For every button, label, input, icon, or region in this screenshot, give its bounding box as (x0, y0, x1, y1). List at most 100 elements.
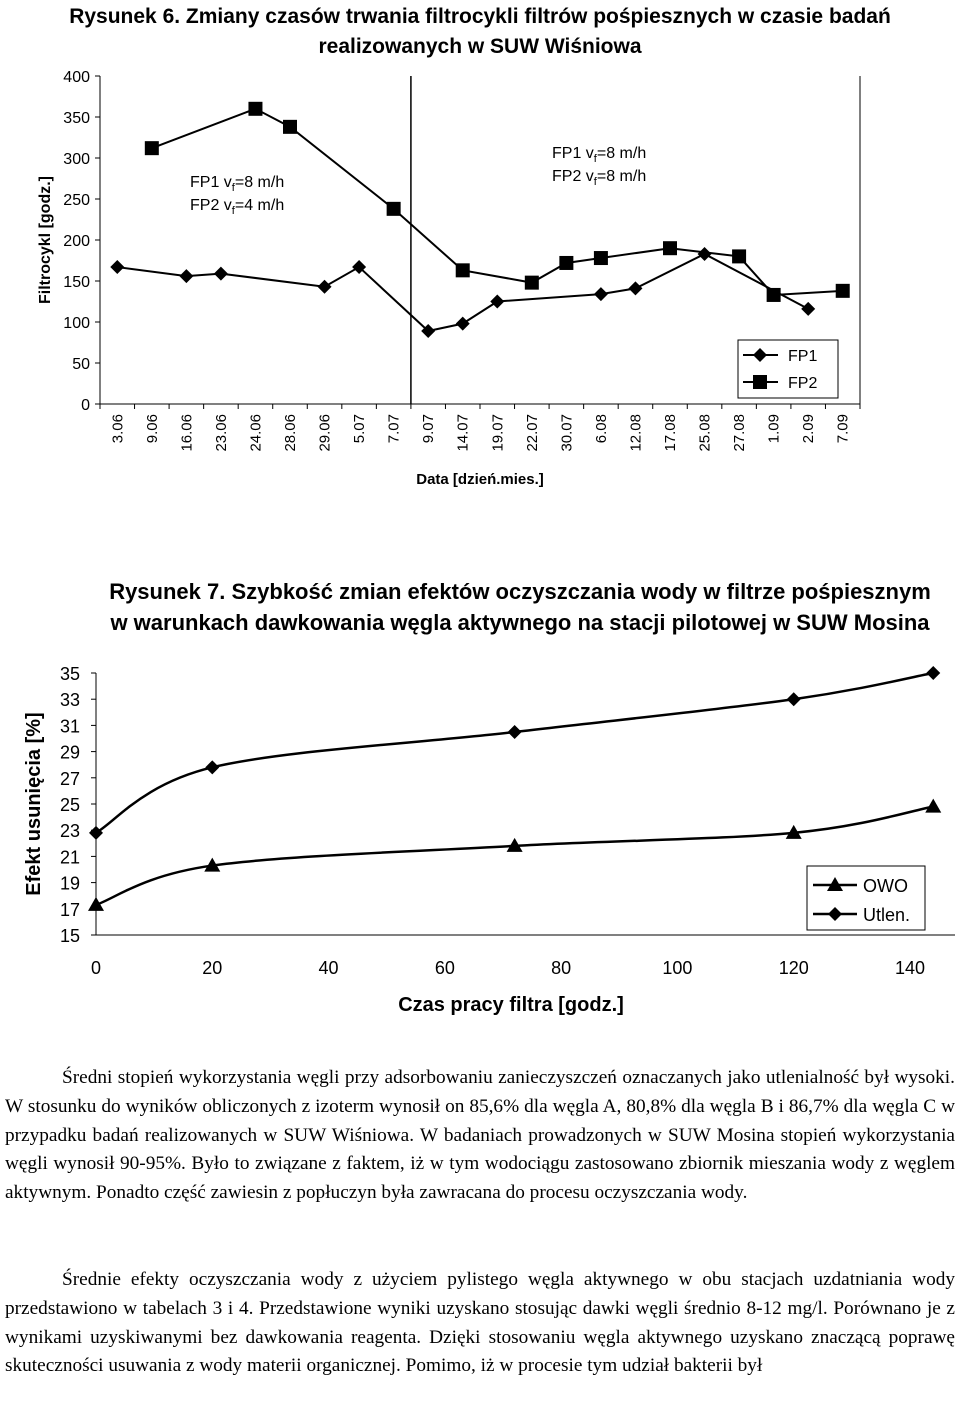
annotation-right-line2: FP2 vf=8 m/h (552, 168, 646, 188)
x-tick-label: 120 (779, 958, 809, 978)
y-tick-label: 27 (60, 769, 80, 789)
x-tick-label: 100 (662, 958, 692, 978)
y-tick-label: 31 (60, 716, 80, 736)
legend-marker-utlen (828, 907, 842, 921)
annotation-left-line1: FP1 vf=8 m/h (190, 174, 284, 194)
y-tick-label: 300 (63, 151, 90, 168)
x-tick-label: 7.07 (386, 414, 403, 443)
x-tick-label: 0 (91, 958, 101, 978)
legend-marker-fp2 (753, 375, 767, 389)
x-tick-label: 30.07 (558, 414, 575, 452)
chart-filter-cycles: 0 50 100 150 200 250 300 350 400 3.06 9.06 16.06 23.… (37, 69, 861, 488)
annotation-left-line2: FP2 vf=4 m/h (190, 197, 284, 217)
data-point-utlen (926, 666, 941, 680)
y-tick-label: 200 (63, 233, 90, 250)
x-tick-label: 14.07 (455, 414, 472, 452)
y-tick-label: 19 (60, 874, 80, 894)
x-tick-label: 27.08 (731, 414, 748, 452)
data-point-fp1 (455, 316, 470, 331)
x-axis-title: Data [dzień.mies.] (416, 471, 544, 488)
x-tick-label: 1.09 (766, 414, 783, 443)
figure-7-title: Rysunek 7. Szybkość zmian efektów oczysz… (109, 579, 931, 635)
x-tick-label: 6.08 (593, 414, 610, 443)
x-tick-label: 29.06 (317, 414, 334, 452)
legend-label-fp2: FP2 (788, 375, 817, 392)
legend-box (806, 865, 926, 931)
data-point-fp1 (697, 246, 712, 261)
data-point-fp2 (386, 201, 401, 216)
data-point-utlen (507, 724, 522, 739)
data-point-utlen (205, 760, 220, 775)
y-tick-label: 25 (60, 795, 80, 815)
x-tick-label: 60 (435, 958, 455, 978)
annotation-right-line1: FP1 vf=8 m/h (552, 145, 646, 165)
data-point-fp1 (801, 301, 816, 316)
data-point-fp2 (559, 255, 574, 270)
data-point-owo (88, 896, 104, 911)
legend-label-owo: OWO (863, 876, 908, 896)
y-tick-label: 21 (60, 847, 80, 867)
x-tick-label: 80 (551, 958, 571, 978)
paragraph-1: Średni stopień wykorzystania węgli przy … (5, 1067, 955, 1204)
data-point-fp1 (317, 279, 332, 294)
data-point-fp1 (593, 287, 608, 302)
y-tick-label: 33 (60, 690, 80, 710)
x-tick-label: 140 (895, 958, 925, 978)
data-point-fp2 (144, 141, 159, 156)
x-tick-label: 28.06 (282, 414, 299, 452)
paragraph-2: Średnie efekty oczyszczania wody z użyci… (5, 1269, 955, 1377)
data-point-utlen (89, 825, 103, 840)
data-point-fp1 (179, 269, 194, 284)
x-tick-label: 9.06 (144, 414, 161, 443)
data-point-fp1 (628, 281, 643, 296)
y-tick-label: 23 (60, 821, 80, 841)
x-tick-label: 22.07 (524, 414, 541, 452)
x-tick-label: 20 (202, 958, 222, 978)
data-point-fp1 (213, 266, 228, 281)
data-point-owo (204, 857, 221, 872)
x-axis-title: Czas pracy filtra [godz.] (398, 994, 624, 1016)
x-tick-label: 16.06 (178, 414, 195, 452)
x-tick-label: 40 (319, 958, 339, 978)
y-tick-label: 15 (60, 926, 80, 946)
y-tick-label: 250 (63, 192, 90, 209)
legend-label-utlen: Utlen. (863, 905, 910, 925)
y-tick-label: 350 (63, 110, 90, 127)
x-tick-label: 2.09 (800, 414, 817, 443)
figure-6-title: Rysunek 6. Zmiany czasów trwania filtroc… (69, 5, 891, 58)
y-tick-label: 100 (63, 315, 90, 332)
legend-label-fp1: FP1 (788, 348, 817, 365)
data-point-owo (925, 798, 942, 813)
data-point-utlen (786, 692, 801, 707)
x-tick-label: 7.09 (835, 414, 852, 443)
x-tick-label: 3.06 (109, 414, 126, 443)
x-tick-label: 5.07 (351, 414, 368, 443)
data-point-fp2 (766, 287, 781, 302)
y-tick-label: 29 (60, 743, 80, 763)
data-point-fp1 (490, 294, 505, 309)
data-point-owo (785, 824, 802, 839)
y-axis-title: Filtrocykl [godz.] (37, 176, 54, 304)
y-tick-label: 400 (63, 69, 90, 86)
data-point-fp2 (732, 249, 747, 264)
x-tick-label: 12.08 (627, 414, 644, 452)
data-point-fp2 (524, 275, 539, 290)
y-tick-label: 150 (63, 274, 90, 291)
data-point-fp1 (421, 324, 436, 339)
x-tick-label: 9.07 (420, 414, 437, 443)
x-tick-label: 17.08 (662, 414, 679, 452)
y-tick-label: 50 (72, 356, 90, 373)
data-point-owo (506, 837, 523, 852)
y-tick-label: 17 (60, 900, 80, 920)
y-tick-label: 35 (60, 664, 80, 684)
y-axis-title: Efekt usunięcia [%] (23, 712, 45, 895)
x-tick-label: 24.06 (247, 414, 264, 452)
y-tick-label: 0 (81, 397, 90, 414)
chart-removal-efficiency: 15 17 19 21 23 25 27 29 31 33 35 0 20 40 60 80 100 120 140… (23, 664, 955, 1016)
series-line-utlen (95, 671, 934, 834)
data-point-fp2 (663, 241, 677, 256)
data-point-fp1 (110, 260, 125, 275)
x-tick-label: 19.07 (489, 414, 506, 452)
data-point-fp2 (248, 101, 263, 116)
data-point-fp1 (352, 260, 367, 275)
